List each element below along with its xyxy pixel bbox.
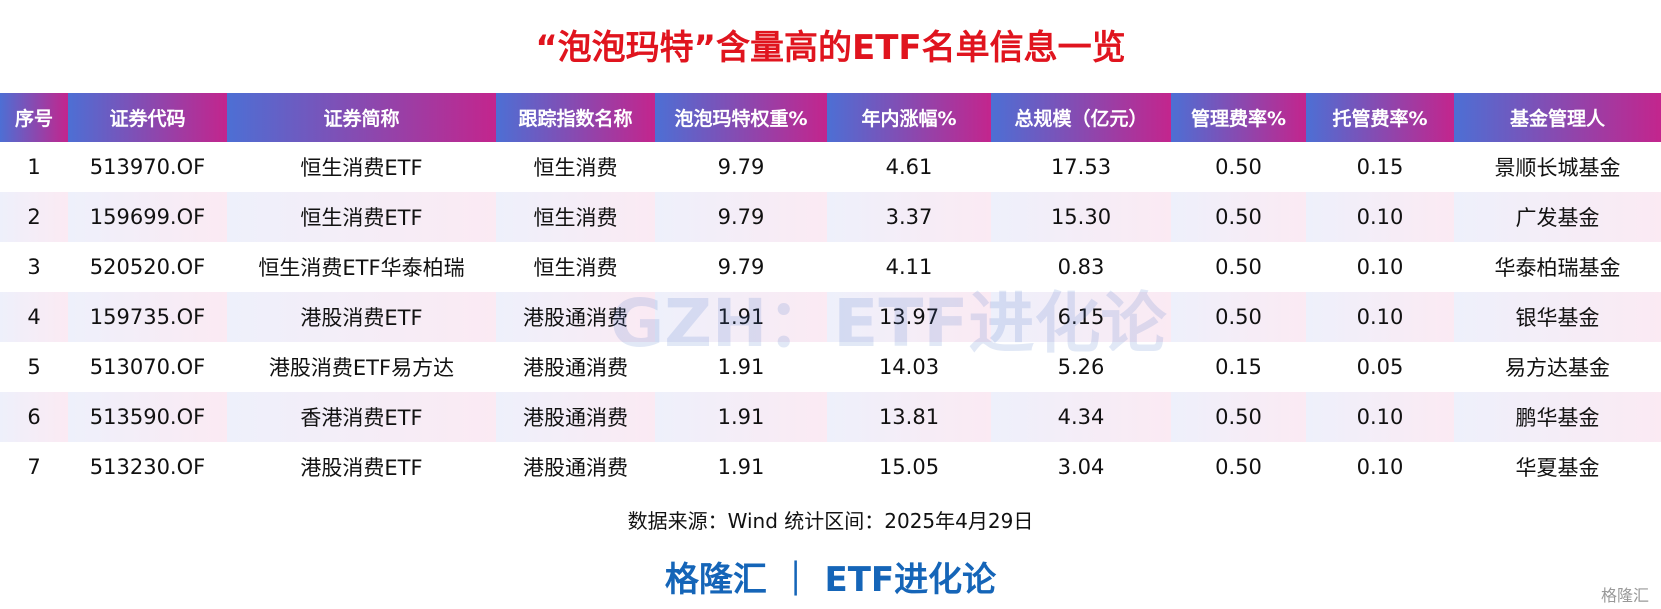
table-cell: 0.50: [1215, 255, 1262, 279]
table-cell: 0.10: [1356, 255, 1404, 279]
table-cell: 1.91: [655, 392, 827, 442]
table-cell: 4.61: [885, 155, 933, 179]
table-row: 6 513590.OF 香港消费ETF 港股通消费 1.91 13.81 4.34 0.50 0…: [0, 392, 1661, 442]
table-cell: 513970.OF: [89, 155, 206, 179]
table-cell: 港股消费ETF: [227, 292, 496, 342]
table-cell: 银华基金: [1454, 292, 1661, 342]
table-cell: 0.10: [1306, 192, 1454, 242]
brand: 格隆汇 ｜ ETF进化论: [664, 560, 997, 600]
table-row: 3 520520.OF 恒生消费ETF华泰柏瑞 恒生消费 9.79 4.11 0.83 0.5…: [0, 242, 1661, 292]
table-cell: 香港消费ETF: [227, 392, 496, 442]
header-cell: 托管费率%: [1306, 93, 1454, 142]
table-cell: 1: [27, 155, 41, 179]
table-cell: 1.91: [717, 455, 765, 479]
table-cell: 港股消费ETF易方达: [268, 356, 455, 380]
table-cell: 9.79: [717, 255, 765, 279]
header-cell: 证券简称: [227, 93, 496, 142]
table-cell: 恒生消费ETF: [227, 192, 496, 242]
table-cell: 13.81: [827, 392, 991, 442]
table-cell: 15.30: [991, 192, 1171, 242]
table-cell: 港股通消费: [523, 456, 628, 480]
table-cell: 0.50: [1171, 392, 1306, 442]
table-cell: 恒生消费ETF: [300, 156, 423, 180]
table-cell: 0.05: [1356, 355, 1404, 379]
table-cell: 7: [27, 455, 41, 479]
table-cell: 513590.OF: [68, 392, 227, 442]
table-row: 7 513230.OF 港股消费ETF 港股通消费 1.91 15.05 3.04 0.50 0…: [0, 442, 1661, 492]
header-cell: 泡泡玛特权重%: [655, 93, 827, 142]
table-cell: 0.50: [1171, 192, 1306, 242]
table-cell: 159735.OF: [68, 292, 227, 342]
table-cell: 恒生消费: [533, 156, 618, 180]
header-cell: 年内涨幅%: [827, 93, 991, 142]
corner-mark: 格隆汇: [1600, 586, 1649, 605]
table-cell: 易方达基金: [1505, 356, 1610, 380]
title: “泡泡玛特”含量高的ETF名单信息一览: [535, 28, 1126, 68]
header-cell: 总规模（亿元）: [991, 93, 1171, 142]
table-cell: 3.37: [827, 192, 991, 242]
table-row: 5 513070.OF 港股消费ETF易方达 港股通消费 1.91 14.03 5.26 0.…: [0, 342, 1661, 392]
table-cell: 0.15: [1215, 355, 1262, 379]
table-cell: 0.83: [1057, 255, 1105, 279]
table-cell: 恒生消费: [533, 256, 618, 280]
source-note: 数据来源：Wind 统计区间：2025年4月29日: [627, 509, 1034, 533]
table-cell: 5.26: [1057, 355, 1105, 379]
table-cell: 0.15: [1356, 155, 1404, 179]
table-cell: 0.10: [1306, 292, 1454, 342]
table-row: 4 159735.OF 港股消费ETF 港股通消费 1.91 13.97 6.15 0.50 0…: [0, 292, 1661, 342]
table-cell: 3.04: [1057, 455, 1105, 479]
table-cell: 159699.OF: [68, 192, 227, 242]
table-cell: 4.11: [885, 255, 933, 279]
table-cell: 港股通消费: [496, 392, 655, 442]
table-cell: 鹏华基金: [1454, 392, 1661, 442]
watermark: GZH：ETF进化论: [610, 285, 1167, 362]
table-cell: 6: [0, 392, 68, 442]
table-cell: 2: [0, 192, 68, 242]
table-cell: 513230.OF: [89, 455, 206, 479]
table-cell: 4: [0, 292, 68, 342]
table-cell: 13.97: [827, 292, 991, 342]
table-cell: 港股消费ETF: [300, 456, 423, 480]
table-cell: 华夏基金: [1515, 456, 1600, 480]
table-cell: 15.05: [878, 455, 940, 479]
table-cell: 3: [27, 255, 41, 279]
etf-table: 序号 证券代码 证券简称 跟踪指数名称 泡泡玛特权重% 年内涨幅% 总规模（亿元） 管理费率%…: [0, 93, 1661, 492]
table-cell: 0.50: [1215, 155, 1262, 179]
table-cell: 恒生消费: [496, 192, 655, 242]
header-row: 序号 证券代码 证券简称 跟踪指数名称 泡泡玛特权重% 年内涨幅% 总规模（亿元） 管理费率%…: [0, 93, 1661, 142]
table-cell: 6.15: [991, 292, 1171, 342]
table-cell: 513070.OF: [89, 355, 206, 379]
table-cell: 景顺长城基金: [1494, 156, 1621, 180]
header-cell: 管理费率%: [1171, 93, 1306, 142]
header-cell: 跟踪指数名称: [496, 93, 655, 142]
table-cell: 17.53: [1050, 155, 1112, 179]
table-cell: 1.91: [655, 292, 827, 342]
table-row: 1 513970.OF 恒生消费ETF 恒生消费 9.79 4.61 17.53 0.50 0.…: [0, 142, 1661, 192]
header-cell: 序号: [0, 93, 68, 142]
table-cell: 港股通消费: [523, 356, 628, 380]
table-cell: 9.79: [717, 155, 765, 179]
table-cell: 520520.OF: [89, 255, 206, 279]
header-cell: 证券代码: [68, 93, 227, 142]
table-cell: 广发基金: [1454, 192, 1661, 242]
table-row: 2 159699.OF 恒生消费ETF 恒生消费 9.79 3.37 15.30 0.50 0.…: [0, 192, 1661, 242]
table-cell: 5: [27, 355, 41, 379]
header-cell: 基金管理人: [1454, 93, 1661, 142]
table-cell: 0.50: [1215, 455, 1262, 479]
table-cell: 0.50: [1171, 292, 1306, 342]
table-cell: 4.34: [991, 392, 1171, 442]
table-cell: 华泰柏瑞基金: [1494, 256, 1621, 280]
table-cell: 1.91: [717, 355, 765, 379]
table-cell: 0.10: [1356, 455, 1404, 479]
table-cell: 0.10: [1306, 392, 1454, 442]
table-cell: 港股通消费: [496, 292, 655, 342]
table-body: 1 513970.OF 恒生消费ETF 恒生消费 9.79 4.61 17.53 0.50 0.…: [0, 142, 1661, 492]
table-cell: 14.03: [878, 355, 940, 379]
table-cell: 恒生消费ETF华泰柏瑞: [258, 256, 465, 280]
table-cell: 9.79: [655, 192, 827, 242]
